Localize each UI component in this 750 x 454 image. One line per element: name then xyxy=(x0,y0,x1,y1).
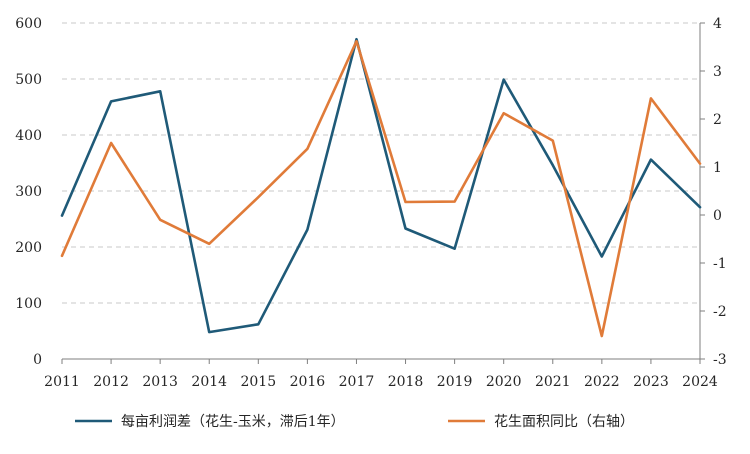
x-tick-label: 2016 xyxy=(290,374,326,390)
y-right-tick-label: 1 xyxy=(713,160,722,176)
y-right-tick-label: -2 xyxy=(713,304,727,320)
series-line-peanut-area-yoy xyxy=(62,41,700,336)
x-tick-label: 2022 xyxy=(584,374,620,390)
y-left-tick-label: 400 xyxy=(15,128,42,144)
x-tick-label: 2012 xyxy=(93,374,129,390)
y-right-tick-label: 3 xyxy=(713,64,722,80)
y-left-tick-label: 500 xyxy=(15,72,42,88)
legend: 每亩利润差（花生-玉米，滞后1年） 花生面积同比（右轴） xyxy=(75,413,634,430)
x-tick-label: 2019 xyxy=(437,374,473,390)
y-right-tick-label: 2 xyxy=(713,112,722,128)
x-tick-label: 2020 xyxy=(486,374,522,390)
y-left-tick-label: 100 xyxy=(15,296,42,312)
x-tick-label: 2021 xyxy=(535,374,571,390)
x-tick-label: 2023 xyxy=(633,374,669,390)
y-left-tick-label: 300 xyxy=(15,184,42,200)
x-tick-label: 2018 xyxy=(388,374,424,390)
x-tick-label: 2013 xyxy=(142,374,178,390)
x-tick-label: 2011 xyxy=(44,374,80,390)
series-lines xyxy=(62,39,700,336)
x-tick-label: 2017 xyxy=(339,374,375,390)
y-right-tick-label: -1 xyxy=(713,256,727,272)
legend-label: 花生面积同比（右轴） xyxy=(494,414,634,430)
y-right-tick-label: 0 xyxy=(713,208,722,224)
legend-label: 每亩利润差（花生-玉米，滞后1年） xyxy=(121,413,345,430)
axes: 0 100 200 300 400 500 600 -3 -2 -1 0 1 2 3 4 2011 2012 20… xyxy=(15,16,726,390)
x-tick-label: 2015 xyxy=(240,374,276,390)
grid-lines xyxy=(62,23,700,303)
y-right-tick-label: 4 xyxy=(713,16,722,32)
y-left-tick-label: 0 xyxy=(33,352,42,368)
x-tick-label: 2024 xyxy=(682,374,718,390)
y-left-tick-label: 600 xyxy=(15,16,42,32)
y-left-tick-label: 200 xyxy=(15,240,42,256)
y-right-tick-label: -3 xyxy=(713,352,727,368)
series-line-profit-difference xyxy=(62,39,700,332)
x-tick-label: 2014 xyxy=(191,374,227,390)
